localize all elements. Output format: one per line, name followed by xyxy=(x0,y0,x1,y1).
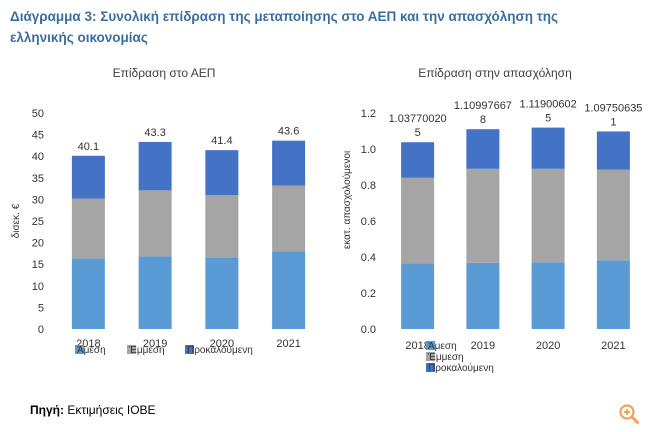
gdp-legend-swatch-direct xyxy=(75,345,84,354)
gdp-bar-2018-direct xyxy=(71,258,105,329)
gdp-bar-2021-induced xyxy=(272,140,306,186)
employment-bar-2019-induced xyxy=(466,129,500,169)
employment-total-label-2018: 1.03770020 xyxy=(389,113,447,125)
employment-total-label-2021: 1 xyxy=(610,116,616,128)
employment-impact-chart: Επίδραση στην απασχόληση 0.0 0.2 0.4 0.6 0.8 1… xyxy=(341,66,642,374)
employment-bar-2021-direct xyxy=(596,260,630,329)
employment-y-tick-label: 0.4 xyxy=(361,252,376,264)
gdp-y-tick-label: 25 xyxy=(32,216,44,228)
employment-x-tick-label: 2021 xyxy=(601,340,625,352)
gdp-bar-2018-induced xyxy=(71,155,105,199)
gdp-legend-label: Άμεση xyxy=(77,345,106,356)
gdp-legend-label: Προκαλούμενη xyxy=(187,344,253,356)
employment-total-label-2021: 1.09750635 xyxy=(584,102,642,114)
employment-legend-swatch-induced xyxy=(426,363,435,372)
employment-legend-label: Προκαλούμενη xyxy=(428,362,494,374)
employment-x-tick-label: 2020 xyxy=(536,340,560,352)
gdp-x-tick-label: 2020 xyxy=(210,338,234,350)
employment-y-tick-label: 1.0 xyxy=(361,144,376,156)
gdp-legend-label: Έμμεση xyxy=(128,345,165,356)
gdp-y-axis-label: δισεκ. € xyxy=(11,203,22,238)
gdp-y-tick-label: 50 xyxy=(32,108,44,120)
gdp-bar-2020-induced xyxy=(205,150,239,196)
employment-bar-2021-induced xyxy=(596,131,630,170)
employment-bar-2020-indirect xyxy=(531,168,565,263)
employment-bar-2020-direct xyxy=(531,262,565,329)
zoom-button[interactable] xyxy=(618,403,640,425)
source-note: Πηγή: Εκτιμήσεις ΙΟΒΕ xyxy=(30,403,156,417)
gdp-y-tick-label: 5 xyxy=(38,302,44,314)
gdp-y-tick-label: 45 xyxy=(32,130,44,142)
employment-x-tick-label: 2018 xyxy=(405,340,429,352)
gdp-impact-chart: Επίδραση στο ΑΕΠ 0 5 10 15 20 25 30 35 40 45 50 δισε… xyxy=(11,66,306,356)
employment-legend-swatch-direct xyxy=(426,341,435,350)
gdp-x-tick-label: 2019 xyxy=(143,338,167,350)
gdp-bar-2019-direct xyxy=(138,256,172,329)
employment-bar-2018-indirect xyxy=(401,177,435,264)
employment-chart-title: Επίδραση στην απασχόληση xyxy=(418,66,572,80)
employment-x-tick-label: 2019 xyxy=(471,340,495,352)
gdp-y-tick-label: 20 xyxy=(32,238,44,250)
gdp-y-tick-label: 35 xyxy=(32,173,44,185)
employment-y-tick-label: 0.2 xyxy=(361,288,376,300)
gdp-x-tick-label: 2021 xyxy=(276,338,300,350)
gdp-bar-2020-indirect xyxy=(205,195,239,258)
employment-bar-2018-induced xyxy=(401,142,435,178)
employment-y-tick-label: 0.0 xyxy=(361,324,376,336)
employment-bar-2018-direct xyxy=(401,263,435,329)
gdp-y-tick-label: 30 xyxy=(32,194,44,206)
gdp-legend-swatch-indirect xyxy=(127,345,136,354)
employment-total-label-2020: 5 xyxy=(545,113,551,125)
gdp-total-label-2018: 40.1 xyxy=(78,141,99,153)
gdp-bar-2021-direct xyxy=(272,251,306,329)
employment-y-tick-label: 1.2 xyxy=(361,108,376,120)
gdp-bar-2020-direct xyxy=(205,257,239,329)
employment-bar-2021-indirect xyxy=(596,169,630,261)
gdp-total-label-2020: 41.4 xyxy=(211,135,232,147)
gdp-total-label-2021: 43.6 xyxy=(278,126,299,138)
employment-legend-label: Έμμεση xyxy=(427,352,464,363)
employment-y-tick-label: 0.8 xyxy=(361,180,376,192)
source-label: Πηγή: xyxy=(30,403,64,417)
gdp-bar-2018-indirect xyxy=(71,198,105,259)
figure-title-line-1: Διάγραμμα 3: Συνολική επίδραση της μεταπ… xyxy=(10,9,559,24)
employment-total-label-2018: 5 xyxy=(415,127,421,139)
gdp-total-label-2019: 43.3 xyxy=(144,127,165,139)
gdp-legend-swatch-induced xyxy=(185,345,194,354)
gdp-y-tick-label: 40 xyxy=(32,151,44,163)
employment-y-axis-label: εκατ. απασχολούμενοι xyxy=(341,151,353,249)
employment-legend-label: Άμεση xyxy=(428,341,457,352)
zoom-in-icon xyxy=(619,404,639,424)
employment-bar-2019-direct xyxy=(466,262,500,329)
employment-total-label-2019: 1.10997667 xyxy=(454,100,512,112)
employment-bar-2020-induced xyxy=(531,127,565,169)
employment-total-label-2019: 8 xyxy=(480,114,486,126)
employment-total-label-2020: 1.11900602 xyxy=(519,99,576,111)
gdp-y-tick-label: 0 xyxy=(38,324,44,336)
gdp-chart-title: Επίδραση στο ΑΕΠ xyxy=(113,66,216,80)
gdp-bar-2021-indirect xyxy=(272,185,306,252)
gdp-y-tick-label: 10 xyxy=(32,281,44,293)
employment-legend-swatch-indirect xyxy=(426,352,435,361)
gdp-y-tick-label: 15 xyxy=(32,259,44,271)
gdp-bar-2019-induced xyxy=(138,141,172,191)
figure-title: Διάγραμμα 3: Συνολική επίδραση της μεταπ… xyxy=(10,6,640,48)
gdp-bar-2019-indirect xyxy=(138,190,172,257)
figure-title-line-2: ελληνικής οικονομίας xyxy=(10,30,148,45)
source-text: Εκτιμήσεις ΙΟΒΕ xyxy=(67,403,156,417)
employment-bar-2019-indirect xyxy=(466,168,500,263)
employment-y-tick-label: 0.6 xyxy=(361,216,376,228)
